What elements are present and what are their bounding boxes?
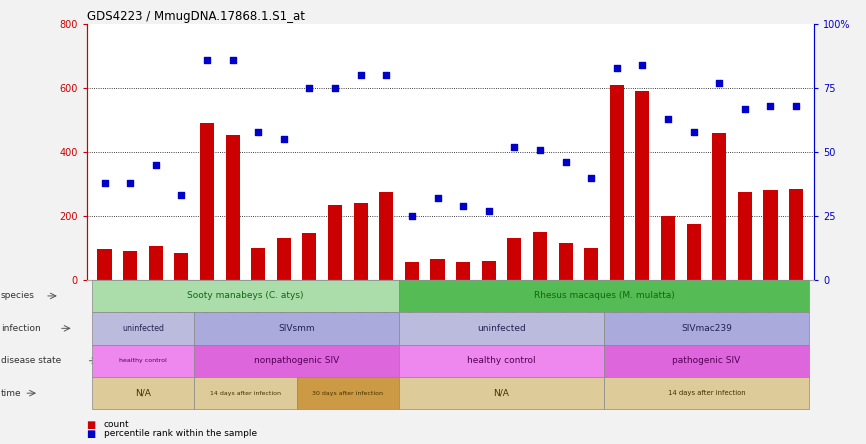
Point xyxy=(226,56,240,63)
Point xyxy=(149,161,163,168)
Bar xyxy=(661,216,675,280)
Bar xyxy=(533,232,547,280)
Bar xyxy=(123,251,137,280)
Bar xyxy=(149,246,163,280)
Text: 30 days after infection: 30 days after infection xyxy=(313,391,384,396)
Bar xyxy=(200,123,214,280)
Bar xyxy=(379,192,393,280)
Text: disease state: disease state xyxy=(1,356,61,365)
Point xyxy=(507,143,521,151)
Text: 14 days after infection: 14 days after infection xyxy=(210,391,281,396)
Point xyxy=(764,103,778,110)
Bar xyxy=(98,250,112,280)
Text: N/A: N/A xyxy=(135,388,151,398)
Point xyxy=(174,192,188,199)
Bar xyxy=(251,248,265,280)
Bar xyxy=(712,133,727,280)
Point xyxy=(379,72,393,79)
Text: nonpathogenic SIV: nonpathogenic SIV xyxy=(254,356,339,365)
Point xyxy=(302,85,316,92)
Text: healthy control: healthy control xyxy=(468,356,536,365)
Text: 14 days after infection: 14 days after infection xyxy=(668,390,746,396)
Point xyxy=(481,207,495,214)
Bar xyxy=(585,248,598,280)
Bar xyxy=(636,91,650,280)
Bar xyxy=(687,224,701,280)
Text: SIVmac239: SIVmac239 xyxy=(681,324,732,333)
Bar xyxy=(225,135,240,280)
Text: healthy control: healthy control xyxy=(120,358,167,363)
Bar xyxy=(559,243,572,280)
Text: uninfected: uninfected xyxy=(477,324,526,333)
Text: SIVsmm: SIVsmm xyxy=(278,324,315,333)
Point xyxy=(456,202,470,209)
Bar xyxy=(174,253,189,280)
Bar xyxy=(764,190,778,280)
Point xyxy=(200,56,214,63)
Bar xyxy=(610,85,624,280)
Point xyxy=(585,174,598,181)
Bar xyxy=(353,203,368,280)
Point xyxy=(251,128,265,135)
Point xyxy=(123,179,137,186)
Bar xyxy=(328,205,342,280)
Point xyxy=(405,212,419,219)
Bar xyxy=(481,261,495,280)
Text: time: time xyxy=(1,388,22,398)
Text: GDS4223 / MmugDNA.17868.1.S1_at: GDS4223 / MmugDNA.17868.1.S1_at xyxy=(87,10,305,23)
Text: ■: ■ xyxy=(87,420,96,430)
Text: pathogenic SIV: pathogenic SIV xyxy=(672,356,740,365)
Point xyxy=(738,105,752,112)
Point xyxy=(98,179,112,186)
Bar xyxy=(507,238,521,280)
Bar xyxy=(789,189,803,280)
Bar xyxy=(302,234,316,280)
Point xyxy=(430,194,444,202)
Bar xyxy=(456,262,470,280)
Text: ■: ■ xyxy=(87,429,96,439)
Point xyxy=(559,159,572,166)
Point xyxy=(713,79,727,87)
Point xyxy=(533,146,547,153)
Point xyxy=(789,103,803,110)
Text: percentile rank within the sample: percentile rank within the sample xyxy=(104,429,257,438)
Bar xyxy=(404,262,419,280)
Point xyxy=(636,62,650,69)
Text: count: count xyxy=(104,420,130,429)
Point xyxy=(687,128,701,135)
Bar xyxy=(738,192,752,280)
Text: species: species xyxy=(1,291,35,301)
Point xyxy=(353,72,367,79)
Text: uninfected: uninfected xyxy=(122,324,164,333)
Bar xyxy=(430,259,444,280)
Text: infection: infection xyxy=(1,324,41,333)
Text: Rhesus macaques (M. mulatta): Rhesus macaques (M. mulatta) xyxy=(533,291,675,301)
Point xyxy=(328,85,342,92)
Text: Sooty manabeys (C. atys): Sooty manabeys (C. atys) xyxy=(187,291,304,301)
Point xyxy=(610,64,624,71)
Bar xyxy=(277,238,291,280)
Text: N/A: N/A xyxy=(494,388,509,398)
Point xyxy=(661,115,675,123)
Point xyxy=(277,136,291,143)
